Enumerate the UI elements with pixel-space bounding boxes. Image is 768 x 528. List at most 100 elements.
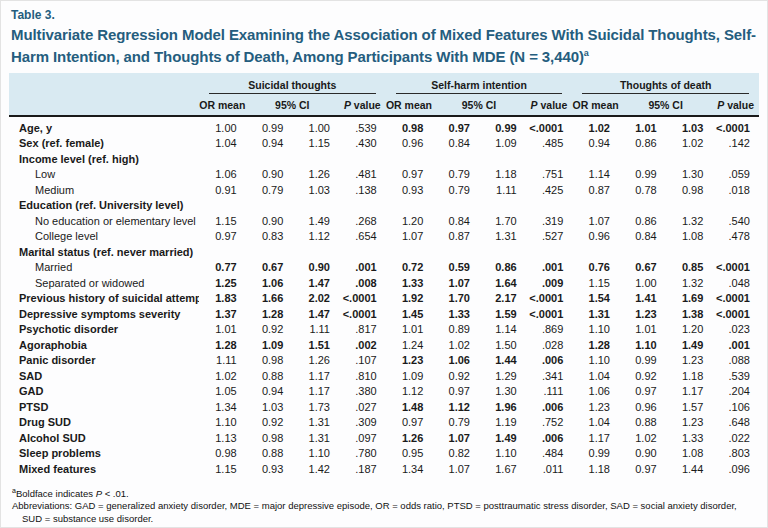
outcome-group-cells: 0.760.670.85<.0001 — [572, 261, 759, 273]
p-value-cell: <.0001 — [339, 292, 386, 304]
outcome-group-cells: 1.261.071.49.006 — [386, 432, 573, 444]
ci-low-cell: 0.92 — [246, 416, 293, 428]
p-value-cell: .539 — [339, 122, 386, 134]
footnotes: aBoldface indicates P < .01. Abbreviatio… — [9, 485, 759, 526]
ci-high-cell: 1.44 — [666, 463, 713, 475]
ci-high-cell: 1.18 — [479, 168, 526, 180]
p-value-cell: .097 — [339, 432, 386, 444]
or-cell: 1.28 — [572, 339, 619, 351]
ci-high-cell: 1.49 — [666, 339, 713, 351]
ci-low-cell: 1.02 — [432, 339, 479, 351]
outcome-group-cells: 1.101.011.20.023 — [572, 323, 759, 335]
or-cell: 1.18 — [572, 463, 619, 475]
ci-low-cell: 0.90 — [246, 168, 293, 180]
ci-high-cell: 0.86 — [479, 261, 526, 273]
or-cell: 1.92 — [386, 292, 433, 304]
ci-low-cell: 0.92 — [432, 370, 479, 382]
or-cell: 1.26 — [386, 432, 433, 444]
or-cell: 1.10 — [199, 416, 246, 428]
outcome-group-cells: 1.060.971.17.204 — [572, 385, 759, 397]
ci-high-cell: 1.14 — [479, 323, 526, 335]
ci-low-cell: 0.99 — [619, 168, 666, 180]
ci-low-cell: 0.88 — [619, 416, 666, 428]
or-cell: 1.14 — [572, 168, 619, 180]
ci-high-cell: 2.17 — [479, 292, 526, 304]
or-cell: 0.94 — [572, 137, 619, 149]
group-name: Self-harm intention — [396, 73, 563, 94]
p-value-cell: <.0001 — [712, 308, 759, 320]
table-header: Suicidal thoughts Self-harm intention Th… — [9, 73, 759, 117]
p-value-cell: .096 — [712, 463, 759, 475]
or-cell: 1.34 — [199, 401, 246, 413]
ci-low-cell: 1.33 — [432, 308, 479, 320]
p-value-cell: .817 — [339, 323, 386, 335]
or-cell: 1.02 — [572, 122, 619, 134]
ci-low-cell: 0.79 — [432, 416, 479, 428]
or-cell: 1.15 — [199, 215, 246, 227]
ci-high-cell: 1.49 — [479, 432, 526, 444]
outcome-group-cells: 1.311.231.38<.0001 — [572, 308, 759, 320]
row-label: Separated or widowed — [9, 277, 199, 289]
outcome-group-cells: 0.960.841.09.485 — [386, 137, 573, 149]
ci-low-cell: 0.89 — [432, 323, 479, 335]
outcome-group-cells: 1.451.331.59<.0001 — [386, 308, 573, 320]
ci-low-cell: 1.07 — [432, 432, 479, 444]
outcome-group-cells: 0.870.780.98.018 — [572, 184, 759, 196]
ci-high-cell: 1.96 — [479, 401, 526, 413]
outcome-group-cells: 1.040.941.15.430 — [199, 137, 386, 149]
row-label: Age, y — [9, 122, 199, 134]
p-value-header: P value — [712, 99, 759, 111]
or-cell: 1.07 — [386, 230, 433, 242]
table-row: Separated or widowed1.251.061.47.0081.33… — [9, 275, 759, 291]
p-value-cell: <.0001 — [526, 122, 573, 134]
table-row: Sleep problems0.980.881.10.7800.950.821.… — [9, 446, 759, 462]
subheader-row: OR mean 95% CI P value OR mean 95% CI P … — [9, 94, 759, 115]
outcome-group-cells: 1.341.031.73.027 — [199, 401, 386, 413]
or-cell: 0.72 — [386, 261, 433, 273]
p-value-cell: .780 — [339, 447, 386, 459]
row-label: Mixed features — [9, 463, 199, 475]
subheaders-group-1: OR mean 95% CI P value — [199, 99, 386, 111]
outcome-group-cells: 0.980.970.99<.0001 — [386, 122, 573, 134]
ci-high-cell: 1.31 — [292, 416, 339, 428]
table-row: No education or elementary level1.150.90… — [9, 213, 759, 229]
or-cell: 1.15 — [199, 463, 246, 475]
or-cell: 1.48 — [386, 401, 433, 413]
or-cell: 1.83 — [199, 292, 246, 304]
or-cell: 0.97 — [386, 416, 433, 428]
ci-high-cell: 1.10 — [479, 447, 526, 459]
ci-low-cell: 0.67 — [619, 261, 666, 273]
or-cell: 0.98 — [386, 122, 433, 134]
p-value-cell: .810 — [339, 370, 386, 382]
or-cell: 1.31 — [572, 308, 619, 320]
or-cell: 0.99 — [572, 447, 619, 459]
row-label: Alcohol SUD — [9, 432, 199, 444]
ci-low-cell: 0.79 — [246, 184, 293, 196]
ci-high-cell: 1.02 — [666, 137, 713, 149]
ci-high-cell: 0.90 — [292, 261, 339, 273]
outcome-group-cells: 1.331.071.64.009 — [386, 277, 573, 289]
p-value-cell: .001 — [339, 261, 386, 273]
ci-high-cell: 1.44 — [479, 354, 526, 366]
ci-low-cell: 0.92 — [246, 323, 293, 335]
table-row: Depressive symptoms severity1.371.281.47… — [9, 306, 759, 322]
or-cell: 1.25 — [199, 277, 246, 289]
ci-low-cell: 1.07 — [432, 277, 479, 289]
p-value-cell: .478 — [712, 230, 759, 242]
row-label: Depressive symptoms severity — [9, 308, 199, 320]
ci-high-cell: 0.85 — [666, 261, 713, 273]
ci-high-cell: 0.98 — [666, 184, 713, 196]
table-title: Multivariate Regression Model Examining … — [9, 26, 759, 66]
ci-low-cell: 0.87 — [432, 230, 479, 242]
or-cell: 0.96 — [386, 137, 433, 149]
ci-high-cell: 1.23 — [666, 354, 713, 366]
p-value-cell: .027 — [339, 401, 386, 413]
outcome-group-cells: 1.100.991.23.088 — [572, 354, 759, 366]
ci-low-cell: 1.70 — [432, 292, 479, 304]
outcome-group-cells: 0.720.590.86.001 — [386, 261, 573, 273]
p-value-cell: .138 — [339, 184, 386, 196]
ci-low-cell: 0.97 — [432, 122, 479, 134]
ci-high-cell: 1.30 — [666, 168, 713, 180]
p-value-cell: .001 — [712, 339, 759, 351]
p-value-cell: .002 — [339, 339, 386, 351]
